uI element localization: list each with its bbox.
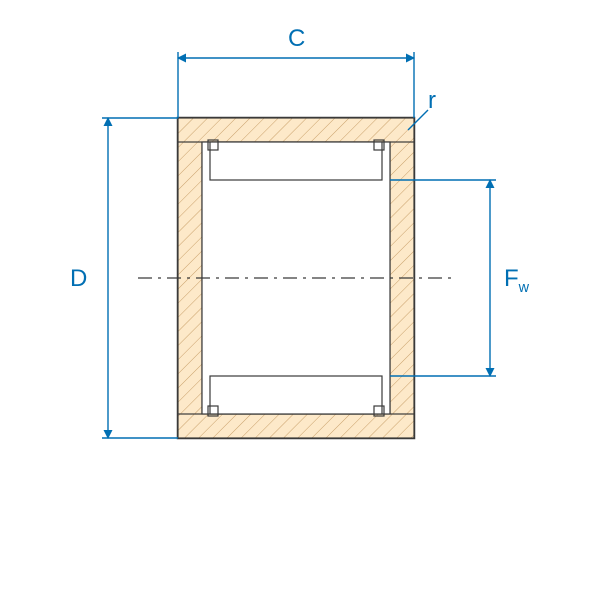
label-Fw: Fw bbox=[504, 265, 530, 296]
wall-top bbox=[178, 118, 414, 142]
roller-bottom bbox=[208, 376, 384, 416]
label-C: C bbox=[288, 25, 305, 52]
wall-bottom bbox=[178, 414, 414, 438]
label-r: r bbox=[428, 87, 436, 114]
label-D: D bbox=[70, 265, 87, 292]
roller-top bbox=[208, 140, 384, 180]
